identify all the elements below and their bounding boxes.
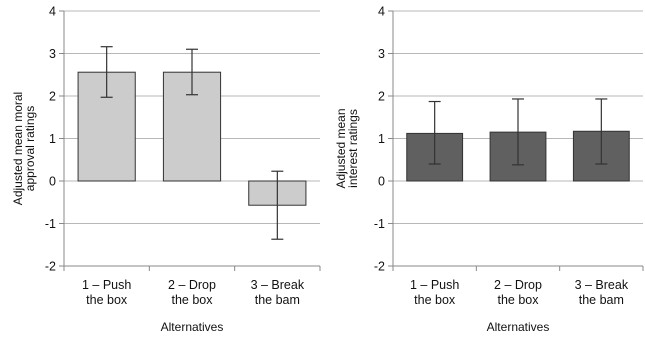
chart-1-ytick-label-1: -1 — [374, 217, 385, 231]
chart-0-category-label-1: 1 – Push the box — [82, 278, 131, 307]
chart-1-ytick-label-2: 0 — [378, 175, 385, 189]
chart-0-category-label-2: 2 – Drop the box — [168, 278, 216, 307]
chart-0-ytick-label-6: 4 — [49, 5, 56, 19]
chart-1-category-label-2: 2 – Drop the box — [494, 278, 542, 307]
chart-1-x-axis-title: Alternatives — [487, 320, 550, 334]
chart-1-ytick-label-0: -2 — [374, 260, 385, 274]
chart-1-y-axis-title: Adjusted meaninterest ratings — [334, 108, 360, 188]
interest-chart: -2 -1 0 1 2 3 4 1 – Push the box 2 – Drop the box 3… — [323, 0, 645, 339]
chart-0-ytick-label-5: 3 — [49, 47, 56, 61]
chart-1-ytick-label-6: 4 — [378, 5, 385, 19]
chart-0-x-axis-title: Alternatives — [161, 320, 224, 334]
moral-approval-chart: -2 -1 0 1 2 3 4 1 – Push the box 2 – Drop the box 3… — [11, 5, 321, 334]
chart-1-ytick-label-3: 1 — [378, 132, 385, 146]
chart-1-ytick-label-4: 2 — [378, 90, 385, 104]
chart-1-category-label-1: 1 – Push the box — [410, 278, 459, 307]
chart-0-ytick-label-2: 0 — [49, 175, 56, 189]
chart-0-ytick-label-4: 2 — [49, 90, 56, 104]
chart-0-ytick-label-3: 1 — [49, 132, 56, 146]
moral-approval-chart-svg: -2 -1 0 1 2 3 4 1 – Push the box 2 – Drop the box 3… — [11, 5, 321, 334]
chart-0-y-axis-title: Adjusted mean moralapproval ratings — [11, 92, 37, 205]
chart-0-category-label-3: 3 – Break the bam — [251, 278, 305, 307]
chart-0-ytick-label-0: -2 — [45, 260, 56, 274]
chart-1-ytick-label-5: 3 — [378, 47, 385, 61]
chart-0-ytick-label-1: -1 — [45, 217, 56, 231]
chart-1-category-label-3: 3 – Break the bam — [575, 278, 629, 307]
interest-chart-svg: -2 -1 0 1 2 3 4 1 – Push the box 2 – Drop the box 3… — [334, 5, 644, 334]
